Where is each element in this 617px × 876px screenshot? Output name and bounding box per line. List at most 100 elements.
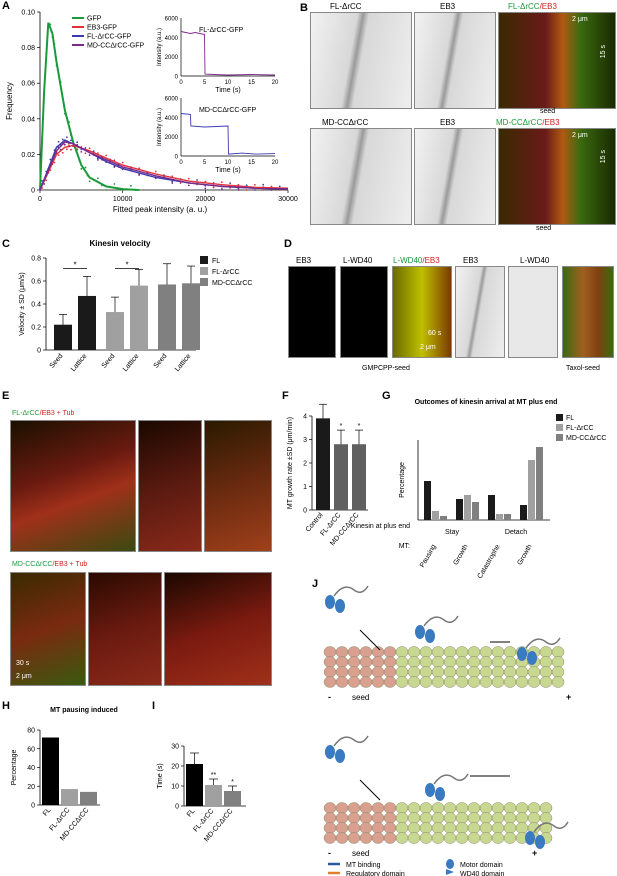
f-sig-star: * [358, 423, 361, 430]
i-ytick-label: 10 [171, 784, 179, 791]
a-point-3 [96, 159, 99, 161]
g-title: Outcomes of kinesin arrival at MT plus e… [415, 399, 558, 406]
kymograph-b3 [498, 12, 616, 109]
coiled-coil-icon [525, 637, 561, 649]
j-tubulin-dimer [395, 812, 409, 824]
c-bar [54, 324, 72, 350]
j-tubulin-dimer [419, 646, 433, 658]
j-tubulin-dimer [407, 832, 421, 844]
j-tubulin-dimer [491, 666, 505, 678]
motor-domain-icon [325, 745, 335, 759]
j-tubulin-dimer [503, 822, 517, 834]
j-tubulin-dimer [551, 646, 565, 658]
inset-trace [180, 31, 276, 76]
j-tubulin-dimer [431, 666, 445, 678]
j-legend-label: Regulatory domain [346, 871, 405, 876]
h-category-label: FL [42, 807, 53, 818]
a-series-line-0 [39, 22, 140, 191]
j-tubulin-dimer [371, 656, 385, 668]
j-legend-label: Motor domain [460, 862, 503, 869]
j-tubulin-dimer [539, 812, 553, 824]
g-legend-label: MD-CCΔrCC [566, 435, 606, 442]
c-ytick-label: 0.2 [31, 325, 41, 332]
j-tubulin-dimer [503, 802, 517, 814]
a-point-1 [57, 154, 60, 157]
inset-ylabel: Intensity (a.u.) [157, 28, 163, 66]
kymograph-b2 [414, 12, 496, 109]
j-tubulin-dimer [455, 656, 469, 668]
j-tubulin-dimer [383, 832, 397, 844]
kymograph-e3 [204, 420, 272, 552]
j-tubulin-dimer [371, 812, 385, 824]
a-point-1 [121, 161, 124, 164]
a-point-2 [92, 150, 95, 153]
c-legend-swatch [200, 256, 208, 264]
i-category-label: FL [186, 808, 197, 819]
h-ytick-label: 0 [31, 803, 35, 810]
b-label-merge-2: MD-CCΔrCC/EB3 [496, 118, 560, 127]
a-legend-label: GFP [87, 16, 102, 23]
j-seed: seed [352, 693, 369, 702]
j-tubulin-dimer [419, 676, 433, 688]
c-ytick-label: 0.6 [31, 279, 41, 286]
j-tubulin-dimer [359, 646, 373, 658]
a-xtick-label: 10000 [113, 196, 133, 203]
a-point-0 [105, 189, 108, 191]
j-tubulin-dimer [323, 666, 337, 678]
a-point-2 [49, 158, 52, 161]
j-tubulin-dimer [527, 812, 541, 824]
j-tubulin-dimer [335, 676, 349, 688]
j-tubulin-dimer [419, 822, 433, 834]
j-tubulin-dimer [407, 646, 421, 658]
j-tubulin-dimer [323, 832, 337, 844]
j-tubulin-dimer [455, 832, 469, 844]
i-ytick-label: 20 [171, 764, 179, 771]
g-bar [432, 511, 439, 520]
j-tubulin-dimer [359, 666, 373, 678]
a-point-2 [229, 182, 232, 185]
f-ytick-label: 2 [303, 461, 307, 468]
j-tubulin-dimer [467, 802, 481, 814]
d-label-eb3-2: EB3 [463, 256, 479, 265]
e-scale-um: 2 μm [16, 673, 32, 680]
a-point-1 [154, 170, 157, 173]
g-legend-swatch [556, 424, 563, 431]
j-seed-2: seed [352, 849, 369, 858]
b-scale-um-2: 2 μm [572, 132, 588, 139]
a-point-1 [105, 154, 108, 157]
d-seed-1: GMPCPP-seed [362, 365, 410, 372]
kymograph-e6 [164, 572, 272, 686]
inset-ytick-label: 6000 [165, 97, 179, 103]
j-tubulin-dimer [539, 676, 553, 688]
j-tubulin-dimer [491, 656, 505, 668]
a-point-1 [270, 185, 273, 188]
a-point-3 [63, 143, 66, 146]
j-tubulin-dimer [407, 676, 421, 688]
j-tubulin-dimer [431, 822, 445, 834]
a-point-3 [80, 151, 83, 153]
inset-xtick-label: 20 [272, 160, 279, 166]
f-sig-star: * [340, 423, 343, 430]
f-ytick-label: 4 [303, 414, 307, 421]
f-ytick-label: 0 [303, 508, 307, 515]
panel-a-chart: 00.020.040.060.080.100 10000 20000 30000Fit… [5, 10, 298, 215]
a-point-3 [237, 189, 240, 191]
j-tubulin-dimer [335, 646, 349, 658]
j-tubulin-dimer [479, 822, 493, 834]
j-tubulin-dimer [335, 656, 349, 668]
j-tubulin-dimer [395, 646, 409, 658]
a-point-1 [88, 147, 91, 150]
inset-xtick-label: 5 [203, 80, 207, 86]
a-point-2 [237, 187, 240, 190]
a-point-3 [171, 182, 174, 184]
a-ytick-label: 0.08 [21, 45, 35, 52]
a-point-2 [41, 180, 43, 182]
i-sig-star: ** [211, 772, 217, 779]
j-tubulin-dimer [419, 832, 433, 844]
c-ytick-label: 0.4 [31, 302, 41, 309]
h-bar [80, 791, 97, 805]
c-title: Kinesin velocity [90, 239, 151, 248]
d-label-merge: L-WD40/EB3 [393, 256, 440, 265]
a-point-0 [130, 184, 132, 187]
g-bar [528, 460, 535, 520]
